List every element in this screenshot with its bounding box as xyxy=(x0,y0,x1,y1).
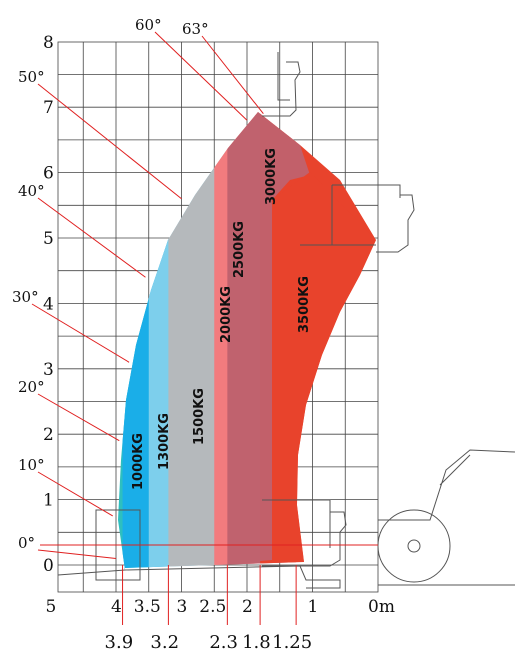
forklift-carriage-mid xyxy=(300,184,415,253)
grid-frame xyxy=(57,41,379,593)
reach-label: 3.9 xyxy=(105,632,134,653)
y-tick-label: 0 xyxy=(43,556,54,576)
boom-angle-lines: 0° 10° 20° 30° 40° 50° 60° 63° xyxy=(12,16,378,559)
angle-leader-line xyxy=(37,549,117,559)
y-tick-label: 6 xyxy=(43,164,54,184)
load-zone-label: 2000KG xyxy=(219,286,234,343)
load-zone-label: 2500KG xyxy=(232,221,247,278)
x-tick-label: 2.5 xyxy=(199,597,226,617)
angle-label: 20° xyxy=(18,378,45,396)
x-tick-label: 5 xyxy=(46,597,57,617)
front-wheel-hub xyxy=(407,539,421,553)
angle-label: 10° xyxy=(18,456,45,474)
angle-label: 0° xyxy=(18,534,35,552)
angle-label: 60° xyxy=(135,16,162,34)
reach-label: 1.25 xyxy=(272,632,312,653)
angle-leader-line xyxy=(37,83,182,200)
front-wheel xyxy=(377,509,451,583)
load-zone-label: 1000KG xyxy=(131,433,146,490)
telehandler-body xyxy=(378,449,515,586)
angle-label: 30° xyxy=(12,288,39,306)
load-zone-cap xyxy=(248,112,310,562)
y-tick-label: 7 xyxy=(43,98,54,118)
x-tick-label: 1 xyxy=(308,597,319,617)
angle-leader-line xyxy=(154,31,248,121)
reach-label: 1.8 xyxy=(242,632,271,653)
machine-outline xyxy=(57,52,515,589)
y-tick-label: 5 xyxy=(43,229,54,249)
angle-label: 63° xyxy=(182,20,209,38)
forks xyxy=(57,565,341,589)
y-tick-label: 3 xyxy=(43,360,54,380)
x-tick-label: 0m xyxy=(368,597,395,617)
x-tick-label: 3 xyxy=(177,597,188,617)
load-zone-label: 3500KG xyxy=(297,276,312,333)
load-zone-label: 3000KG xyxy=(264,148,279,205)
axis-labels: 8 7 6 5 4 3 2 1 0 5 4 3.5 3 2.5 2 1 0m 3.9 3.2 2.3 1.8 1.25 xyxy=(43,33,395,653)
y-tick-label: 8 xyxy=(43,33,54,53)
angle-leader-line xyxy=(37,197,146,278)
reach-label: 3.2 xyxy=(150,632,179,653)
reach-label: 2.3 xyxy=(209,632,238,653)
load-zone-labels: 1000KG 1300KG 1500KG 2000KG 2500KG 3000KG 3500… xyxy=(131,148,312,490)
angle-leader-line xyxy=(201,35,264,115)
x-tick-label: 3.5 xyxy=(134,597,161,617)
angle-label: 40° xyxy=(18,182,45,200)
angle-leader-line xyxy=(37,471,113,517)
y-tick-label: 2 xyxy=(43,425,54,445)
forklift-carriage-top xyxy=(262,52,301,117)
y-tick-label: 4 xyxy=(43,294,54,314)
angle-leader-line xyxy=(37,393,120,442)
load-zone-inner xyxy=(272,172,376,562)
load-zone-label: 1300KG xyxy=(157,413,172,470)
x-tick-label: 2 xyxy=(242,597,253,617)
angle-leader-line xyxy=(31,303,130,363)
angle-label: 50° xyxy=(18,68,45,86)
y-tick-label: 1 xyxy=(43,491,54,511)
x-tick-label: 4 xyxy=(111,597,122,617)
load-zone-label: 1500KG xyxy=(192,388,207,445)
